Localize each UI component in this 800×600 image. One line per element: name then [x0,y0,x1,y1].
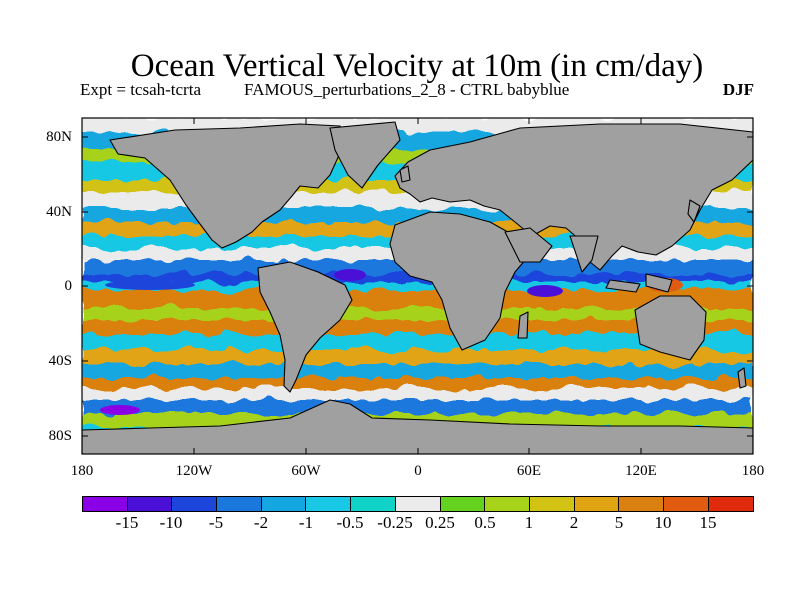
lon-tick-label: 120E [625,463,657,479]
colorbar-label: 0.5 [474,513,496,532]
colorbar-label: 1 [524,513,534,532]
colorbar-label: -1 [298,513,314,532]
colorbar-box [351,497,396,511]
lon-tick-label: 0 [414,463,422,479]
colorbar-box [663,497,709,511]
lat-tick-label: 80S [48,428,72,444]
colorbar-box [172,497,218,511]
lat-tick-label: 80N [46,129,72,145]
colorbar-box [395,497,441,511]
land [82,121,753,454]
colorbar-box [306,497,352,511]
lon-tick-label: 120W [175,463,213,479]
colorbar-label: 0.25 [425,513,455,532]
colorbar-label: -0.5 [336,513,364,532]
colorbar-label: -0.25 [377,513,413,532]
season-label: DJF [722,80,754,99]
ocean-field [82,118,753,454]
colorbar-box [529,497,575,511]
colorbar-box [83,497,128,511]
lon-tick-label: 60E [516,463,542,479]
colorbar-box [261,497,307,511]
perturbation-label: FAMOUS_perturbations_2_8 - CTRL babyblue [244,80,570,99]
colorbar-box [217,497,262,511]
colorbar-box [619,497,664,511]
lat-tick-label: 40S [48,353,72,369]
colorbar-label: 10 [654,513,672,532]
lat-tick-label: 40N [46,204,72,220]
colorbar-box [127,497,173,511]
colorbar-label: 2 [569,513,579,532]
axis-ticks [81,118,754,454]
colorbar-label: 5 [614,513,624,532]
colorbar-box [485,497,530,511]
plot-title: Ocean Vertical Velocity at 10m (in cm/da… [130,48,704,84]
colorbar-label: -5 [208,513,224,532]
colorbar-label: -10 [159,513,183,532]
colorbar-box [440,497,486,511]
lon-tick-label: 180 [741,463,765,479]
colorbar-box [574,497,620,511]
colorbar-label: 15 [699,513,717,532]
colorbar [82,496,755,512]
experiment-label: Expt = tcsah-tcrta [80,80,201,99]
colorbar-label: -2 [253,513,269,532]
lon-tick-label: 180 [70,463,94,479]
colorbar-box [708,497,754,511]
colorbar-label: -15 [115,513,139,532]
lon-tick-label: 60W [291,463,321,479]
lat-tick-label: 0 [64,278,73,294]
